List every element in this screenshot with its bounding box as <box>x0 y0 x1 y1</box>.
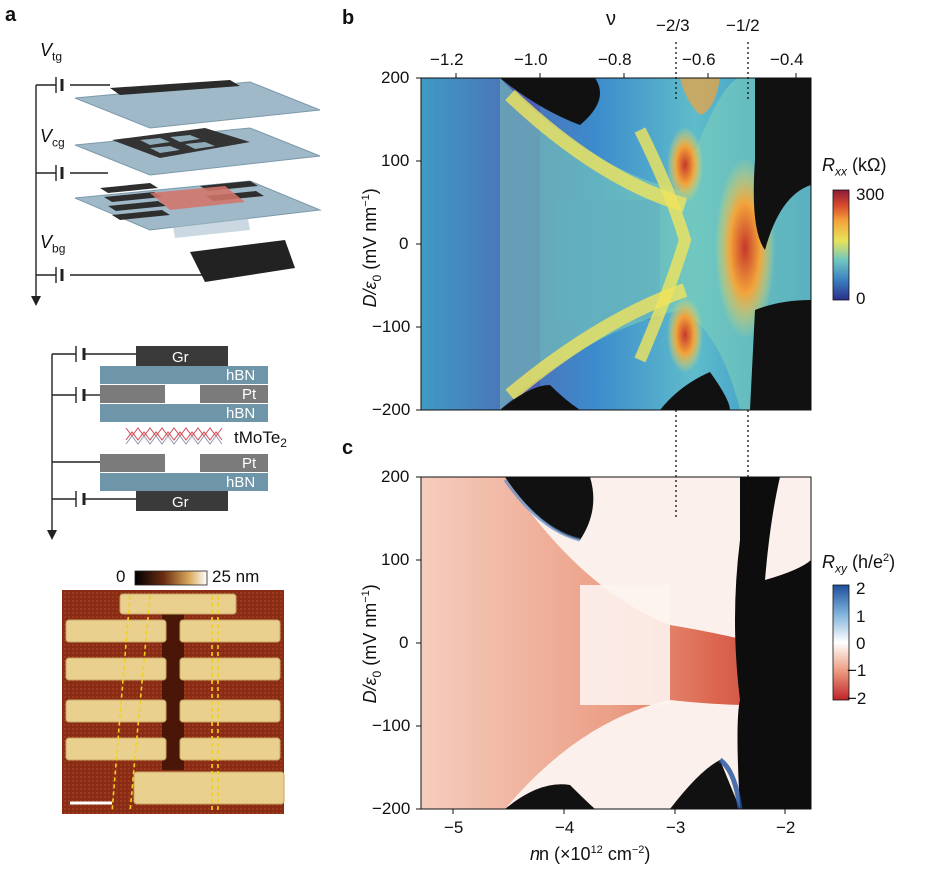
rxx-colorbar-tick: 0 <box>856 289 866 308</box>
afm-scale-min: 0 <box>116 567 126 586</box>
rxy-colorbar-tick: 2 <box>856 579 866 598</box>
y-tick-c: 0 <box>399 633 409 652</box>
panel-label-a: a <box>5 4 17 26</box>
afm-colorbar <box>134 570 208 586</box>
y-tick-b: −200 <box>372 400 411 419</box>
rxx-colorbar-tick: 300 <box>856 185 885 204</box>
y-tick-c: −100 <box>372 716 411 735</box>
rxx-colorbar <box>832 189 850 301</box>
y-tick-b: 0 <box>399 234 409 253</box>
top-tick: −0.6 <box>682 50 716 69</box>
contact-gate-electrode <box>112 128 250 158</box>
tmote2-lattice <box>125 427 223 445</box>
filling-1-2: −1/2 <box>726 16 760 35</box>
y-tick-c: 100 <box>381 550 410 569</box>
y-tick-b: −100 <box>372 317 411 336</box>
cross-top-graphite-label: Gr <box>172 349 189 366</box>
y-tick-c: 200 <box>381 467 410 486</box>
cross-pt-bottom <box>200 454 268 472</box>
rxy-colorbar <box>832 584 850 701</box>
afm-image <box>62 590 285 814</box>
top-tick: −1.0 <box>514 50 548 69</box>
afm-scale-max: 25 nm <box>212 567 260 586</box>
x-tick: −5 <box>444 818 464 837</box>
filling-guides <box>675 42 749 520</box>
vcg-label: Vcg <box>40 126 65 150</box>
tmote2-sample <box>150 186 245 210</box>
device-schematic: Gr hBN Pt hBN tMoTe2 Pt hBN Gr <box>31 77 322 814</box>
gate-circuit <box>35 77 205 300</box>
contact-gate-openings <box>140 135 215 153</box>
cross-pt-top <box>200 385 268 403</box>
rxy-heatmap <box>421 477 811 809</box>
filling-2-3: −2/3 <box>656 16 690 35</box>
tmote2-label: tMoTe2 <box>234 428 287 450</box>
vtg-label: Vtg <box>40 40 63 64</box>
x-axis-label: nn (×1012 cm−2) <box>530 844 651 864</box>
y-tick-b: 100 <box>381 151 410 170</box>
rxx-heatmap <box>421 78 811 410</box>
y-axis-label-b: D/ε0 (mV nm−1) <box>360 188 384 308</box>
cross-bottom-graphite-label: Gr <box>172 494 189 511</box>
y-axis-label-c: D/ε0 (mV nm−1) <box>360 584 384 704</box>
panel-label-c: c <box>342 437 354 459</box>
panel-label-b: b <box>342 7 355 29</box>
cross-bottom-graphite <box>136 491 228 511</box>
nu-symbol: ν <box>606 8 616 30</box>
cross-hbn-top-label: hBN <box>226 367 255 384</box>
ground-arrow <box>31 296 41 306</box>
vbg-label: Vbg <box>40 232 66 256</box>
top-tick: −0.4 <box>770 50 804 69</box>
cross-section-circuit <box>51 346 136 534</box>
cross-pt-top-label: Pt <box>242 386 257 403</box>
cross-hbn-bottom-label: hBN <box>226 474 255 491</box>
cross-hbn-mid <box>100 404 268 422</box>
cross-pt-bottom-label: Pt <box>242 455 257 472</box>
rxx-colorbar-title: Rxx (kΩ) <box>822 155 887 179</box>
transport-maps <box>416 42 850 814</box>
top-tick: −1.2 <box>430 50 464 69</box>
back-gate-electrode <box>190 240 295 282</box>
rxy-colorbar-title: Rxy (h/e2) <box>822 552 896 576</box>
cross-hbn-bottom <box>100 473 268 491</box>
top-tick: −0.8 <box>598 50 632 69</box>
rxy-colorbar-tick: −1 <box>847 661 867 680</box>
rxy-colorbar-tick: −2 <box>847 689 867 708</box>
y-tick-b: 200 <box>381 68 410 87</box>
cross-top-graphite <box>136 346 228 366</box>
x-tick: −4 <box>555 818 575 837</box>
cross-hbn-top <box>100 366 268 384</box>
axis-ticks <box>416 73 797 814</box>
x-tick: −2 <box>776 818 796 837</box>
top-gate-electrode <box>110 80 240 95</box>
cross-hbn-mid-label: hBN <box>226 405 255 422</box>
rxy-colorbar-tick: 1 <box>856 607 866 626</box>
y-tick-c: −200 <box>372 799 411 818</box>
x-tick: −3 <box>666 818 686 837</box>
rxy-colorbar-tick: 0 <box>856 634 866 653</box>
